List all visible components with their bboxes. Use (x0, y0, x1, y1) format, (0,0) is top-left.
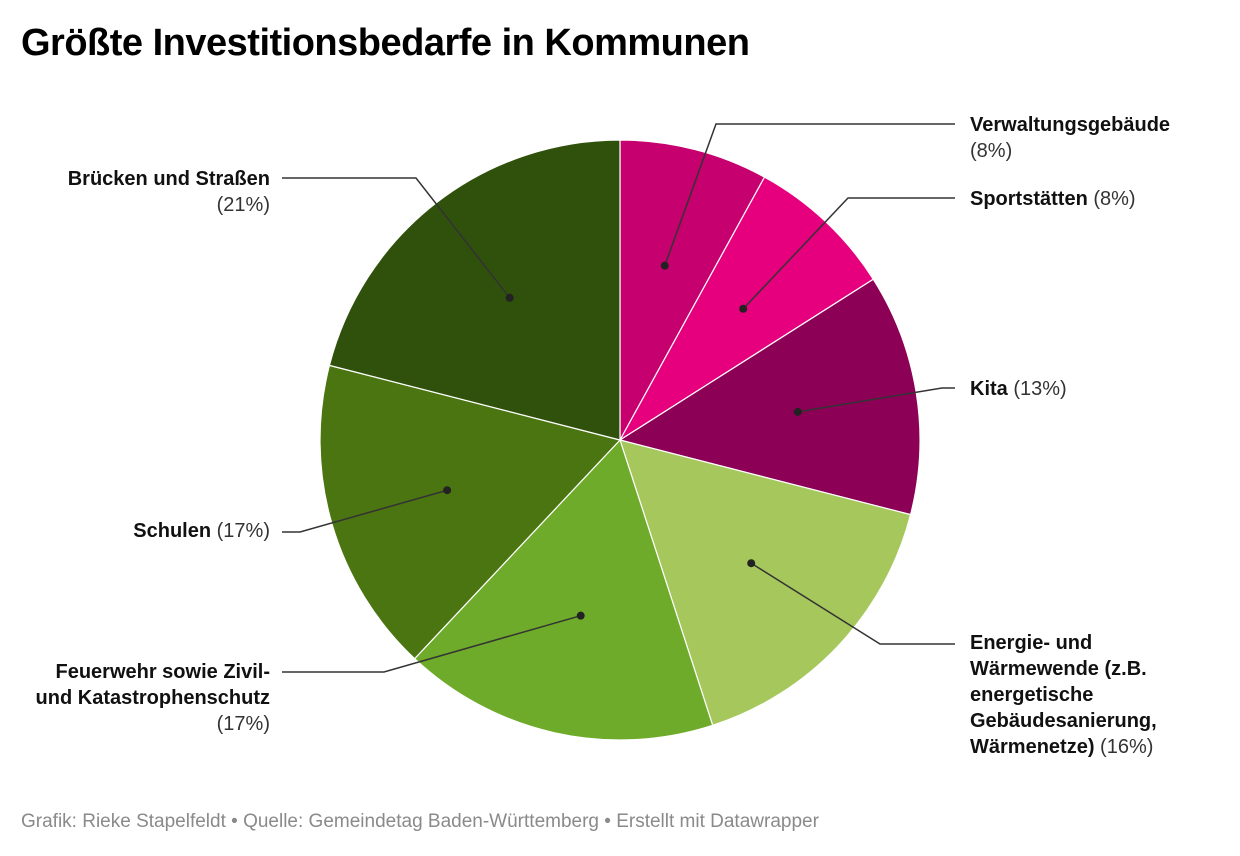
label-value: (17%) (216, 520, 270, 542)
label-value: (16%) (1100, 736, 1154, 758)
label-value: (21%) (216, 194, 270, 216)
leader-dot-verwaltung (660, 261, 669, 270)
label-name: Verwaltungsgebäude (970, 114, 1171, 136)
label-value: (8%) (970, 140, 1013, 162)
leader-line-kita (797, 387, 955, 413)
label-verwaltung: Verwaltungsgebäude (8%) (970, 112, 1220, 164)
chart-title: Größte Investitionsbedarfe in Kommunen (21, 22, 750, 64)
leader-dot-energie (747, 559, 756, 568)
label-name: Feuerwehr sowie Zivil- und Katastrophens… (35, 661, 270, 709)
leader-line-feuerwehr (282, 614, 581, 673)
label-name: Kita (970, 378, 1008, 400)
leader-line-sport (742, 197, 955, 310)
label-value: (13%) (1013, 378, 1067, 400)
label-schulen: Schulen (17%) (0, 518, 270, 544)
label-name: Brücken und Straßen (67, 168, 270, 190)
label-energie: Energie- und Wärmewende (z.B. energetisc… (970, 630, 1220, 760)
label-name: Schulen (133, 520, 212, 542)
label-name: Energie- und Wärmewende (z.B. energetisc… (970, 632, 1157, 758)
leader-dot-sport (739, 304, 748, 313)
leader-line-verwaltung (664, 123, 955, 266)
leader-lines (282, 123, 955, 673)
leader-dot-schulen (443, 486, 452, 495)
leader-line-brucken (282, 177, 511, 299)
label-brucken: Brücken und Straßen (21%) (0, 166, 270, 218)
pie-slice-verwaltung (619, 139, 766, 441)
label-sport: Sportstätten (8%) (970, 186, 1230, 212)
leader-dot-feuerwehr (576, 611, 585, 620)
leader-line-energie (750, 562, 955, 645)
leader-dot-kita (793, 407, 802, 416)
leader-dot-brucken (505, 293, 514, 302)
pie-slices (319, 139, 921, 741)
pie-slice-feuerwehr (413, 438, 714, 741)
leader-line-schulen (282, 489, 448, 533)
pie-slice-energie (619, 439, 912, 727)
label-value: (8%) (1093, 188, 1136, 210)
pie-slice-kita (618, 278, 921, 516)
label-name: Sportstätten (970, 188, 1088, 210)
label-kita: Kita (13%) (970, 376, 1220, 402)
footer-credits: Grafik: Rieke Stapelfeldt • Quelle: Geme… (21, 811, 819, 832)
label-feuerwehr: Feuerwehr sowie Zivil- und Katastrophens… (20, 659, 270, 737)
label-value: (17%) (216, 713, 270, 735)
